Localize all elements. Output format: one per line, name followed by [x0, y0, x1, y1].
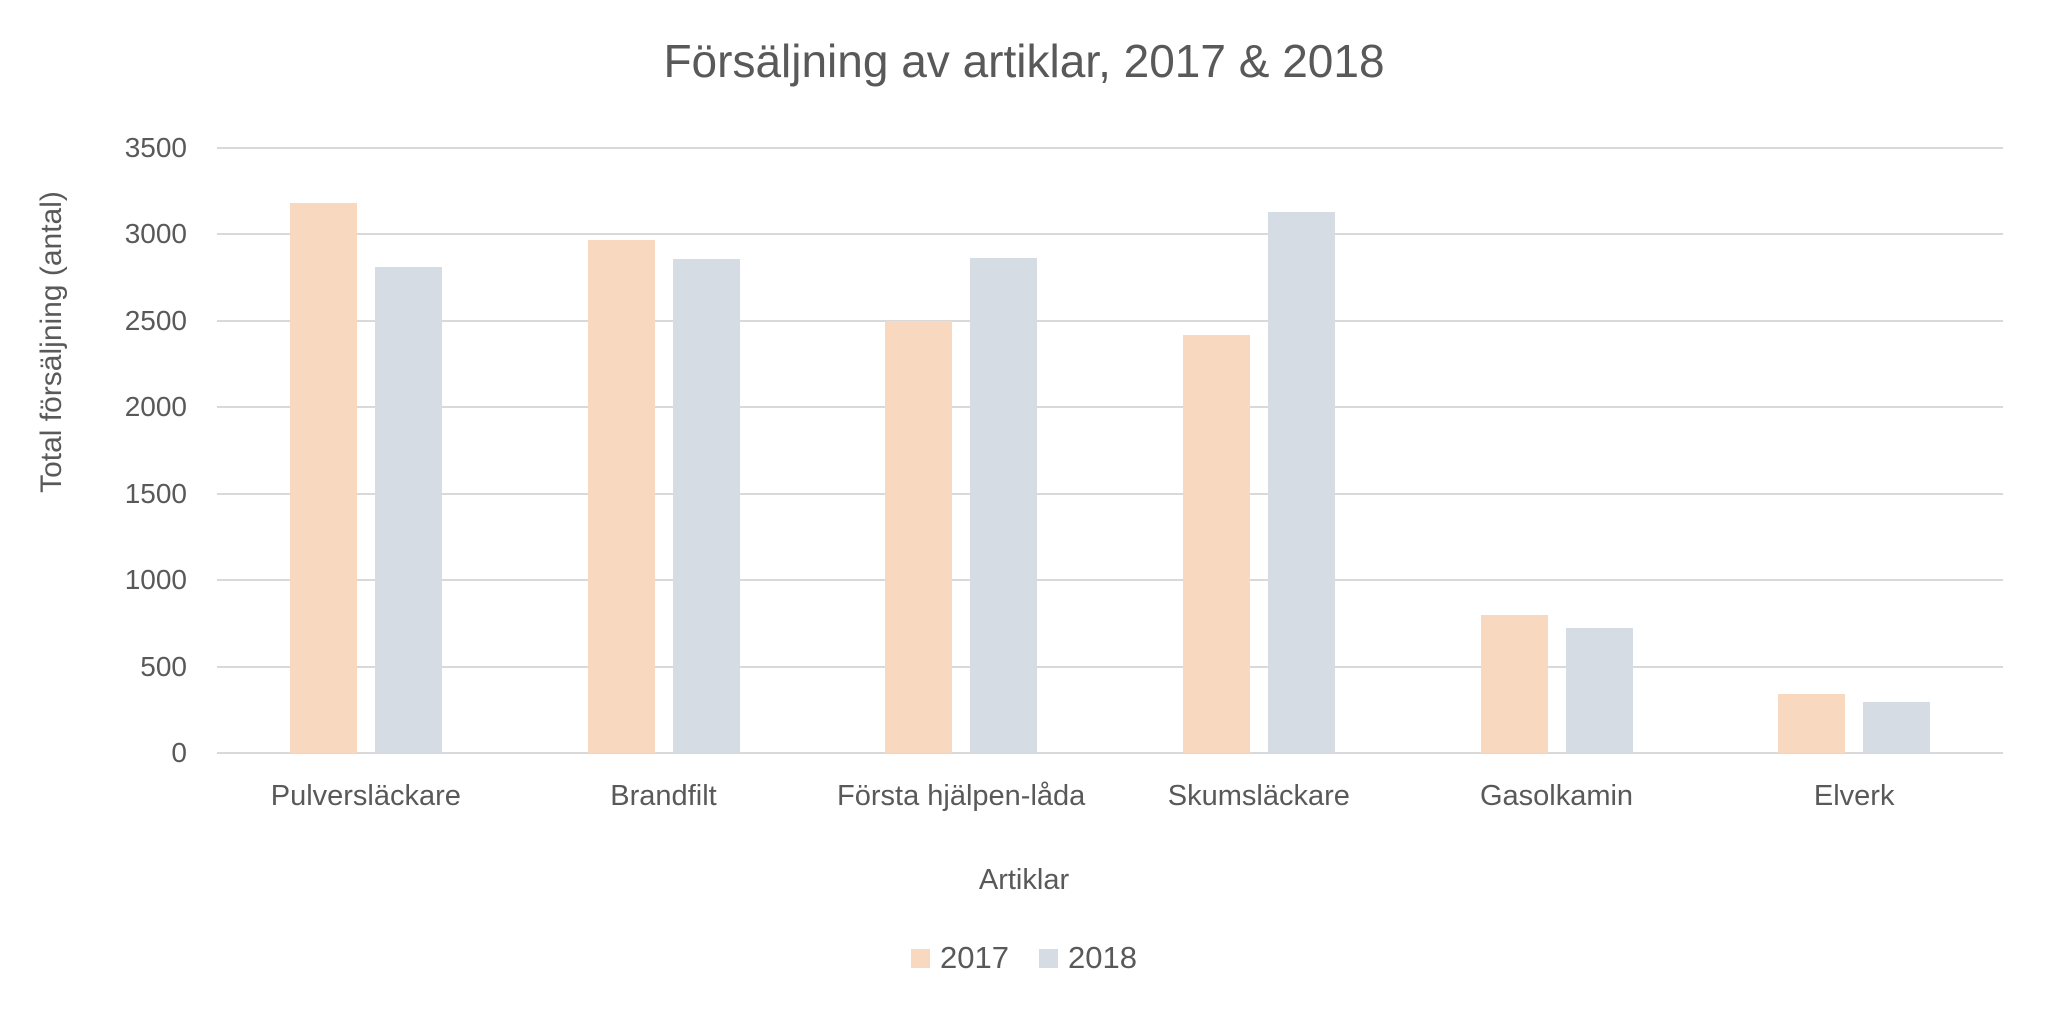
- y-tick-label: 1000: [124, 564, 187, 596]
- bar-2018: [374, 267, 442, 753]
- legend-swatch-icon: [911, 948, 931, 968]
- bar-2017: [1480, 614, 1548, 753]
- x-tick-label: Gasolkamin: [1479, 780, 1634, 812]
- x-tick-label: Första hjälpen-låda: [837, 780, 1086, 812]
- gridline: [217, 147, 2003, 149]
- y-tick-label: 0: [171, 737, 187, 768]
- gridline: [217, 406, 2003, 409]
- bar-2018: [970, 257, 1038, 753]
- gridline: [217, 579, 2003, 582]
- bar-2017: [885, 320, 953, 753]
- x-tick-label: Pulversläckare: [270, 780, 461, 812]
- y-tick-label: 2500: [124, 304, 187, 336]
- x-tick-label: Skumsläckare: [1167, 780, 1350, 812]
- bar-2018: [1565, 627, 1633, 753]
- legend-item-2017: 2017: [911, 940, 1009, 976]
- bar-2017: [1778, 694, 1846, 753]
- gridline: [217, 752, 2003, 754]
- bar-2017: [1182, 334, 1250, 753]
- y-tick-label: 2000: [124, 391, 187, 423]
- y-axis-label: Total försäljning (antal): [35, 191, 68, 493]
- legend-label: 2017: [940, 940, 1009, 975]
- x-tick-label: Brandfilt: [610, 780, 717, 812]
- gridline: [217, 233, 2003, 236]
- y-tick-label: 3000: [124, 218, 187, 250]
- legend-label: 2018: [1068, 940, 1137, 975]
- bar-2018: [1267, 211, 1335, 753]
- y-tick-label: 500: [140, 650, 187, 682]
- bar-2017: [289, 203, 357, 753]
- bar-2018: [1863, 702, 1931, 753]
- y-tick-label: 3500: [124, 132, 187, 163]
- plot-area: [217, 147, 2003, 754]
- x-tick-label: Elverk: [1813, 780, 1895, 812]
- bar-2017: [587, 239, 655, 753]
- legend: 2017 2018: [0, 940, 2048, 976]
- x-axis-label: Artiklar: [978, 864, 1070, 896]
- gridline: [217, 492, 2003, 495]
- gridline: [217, 319, 2003, 322]
- bar-2018: [672, 258, 740, 753]
- legend-item-2018: 2018: [1039, 940, 1137, 976]
- legend-swatch-icon: [1039, 948, 1058, 968]
- y-tick-label: 1500: [124, 477, 187, 509]
- gridline: [217, 665, 2003, 668]
- chart-title: Försäljning av artiklar, 2017 & 2018: [663, 35, 1385, 87]
